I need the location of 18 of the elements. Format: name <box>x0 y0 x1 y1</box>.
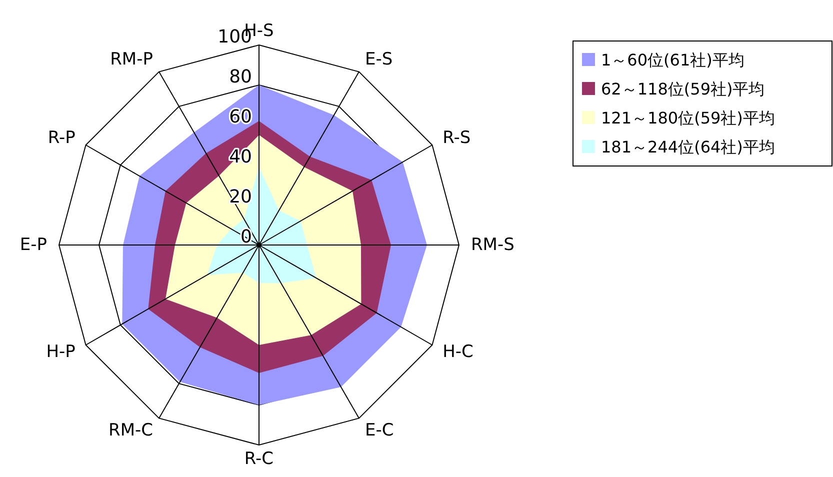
spoke-label: H-C <box>442 342 474 362</box>
spoke-label: E-P <box>20 235 47 255</box>
y-tick-label: 20 <box>229 186 252 208</box>
legend-label: 181～244位(64社)平均 <box>601 138 775 156</box>
spoke-label: RM-S <box>471 235 514 255</box>
legend-label: 121～180位(59社)平均 <box>601 108 775 128</box>
spoke-label: E-S <box>365 50 393 70</box>
legend-label: 1～60位(61社)平均 <box>601 50 744 70</box>
spoke-label: RM-P <box>110 50 153 70</box>
spoke-label: RM-C <box>108 420 153 440</box>
spoke-label: R-C <box>244 449 274 469</box>
spoke-label: R-P <box>48 128 76 148</box>
legend-label: 62～118位(59社)平均 <box>601 80 765 98</box>
spoke-label: R-S <box>442 128 471 148</box>
y-tick-label: 80 <box>229 66 252 88</box>
y-tick-label: 60 <box>229 106 252 128</box>
spoke-label: H-P <box>46 342 76 362</box>
spoke-label: E-C <box>365 420 394 440</box>
